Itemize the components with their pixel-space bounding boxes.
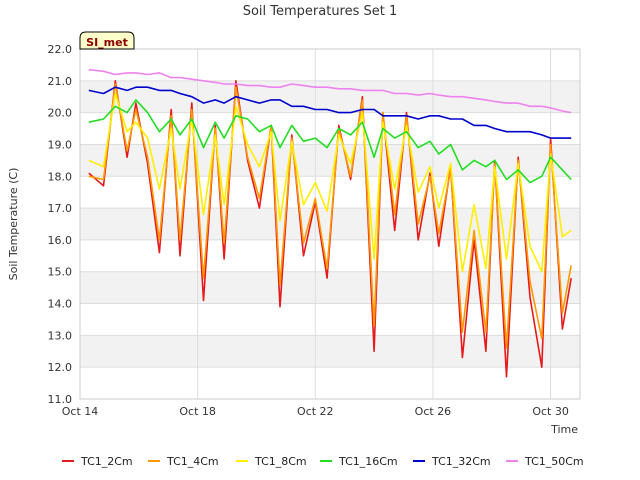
- x-axis-ticks: Oct 14 Oct 18 Oct 22 Oct 26 Oct 30: [62, 405, 569, 418]
- y-axis-ticks: 11.0 12.0 13.0 14.0 15.0 16.0 17.0 18.0 19.0 20.0…: [48, 43, 73, 406]
- y-tick-label: 21.0: [48, 75, 73, 88]
- y-axis-label: Soil Temperature (C): [7, 168, 20, 281]
- y-tick-label: 17.0: [48, 202, 73, 215]
- y-tick-label: 13.0: [48, 329, 73, 342]
- y-tick-label: 14.0: [48, 298, 73, 311]
- y-tick-label: 16.0: [48, 234, 73, 247]
- site-badge-label: SI_met: [86, 36, 128, 49]
- y-tick-label: 20.0: [48, 107, 73, 120]
- plot-frame: [79, 48, 581, 400]
- x-tick-label: Oct 30: [532, 405, 569, 418]
- x-tick-label: Oct 14: [62, 405, 99, 418]
- legend-label: TC1_4Cm: [166, 455, 219, 468]
- legend-label: TC1_32Cm: [431, 455, 491, 468]
- y-tick-label: 18.0: [48, 170, 73, 183]
- y-tick-label: 22.0: [48, 43, 73, 56]
- legend: TC1_2Cm TC1_4Cm TC1_8Cm TC1_16Cm TC1_32Cm TC1…: [62, 455, 584, 468]
- grid-band: [80, 335, 580, 368]
- series-line-tc1-50cm: [88, 68, 572, 114]
- legend-label: TC1_2Cm: [80, 455, 133, 468]
- y-tick-label: 12.0: [48, 361, 73, 374]
- x-tick-label: Oct 26: [415, 405, 452, 418]
- series-line-tc1-32cm: [88, 86, 572, 139]
- y-tick-label: 11.0: [48, 393, 73, 406]
- legend-label: TC1_16Cm: [338, 455, 398, 468]
- y-tick-label: 15.0: [48, 266, 73, 279]
- legend-label: TC1_8Cm: [254, 455, 307, 468]
- y-tick-label: 19.0: [48, 138, 73, 151]
- series-lines: [88, 68, 572, 378]
- grid-band: [80, 80, 580, 113]
- x-tick-label: Oct 18: [179, 405, 216, 418]
- chart-title: Soil Temperatures Set 1: [243, 4, 398, 19]
- site-badge: SI_met: [79, 31, 135, 50]
- x-tick-label: Oct 22: [297, 405, 334, 418]
- legend-label: TC1_50Cm: [524, 455, 584, 468]
- grid-band: [80, 271, 580, 304]
- series-line-tc1-8cm: [88, 92, 572, 273]
- series-line-tc1-16cm: [88, 99, 572, 184]
- x-axis-label: Time: [550, 423, 578, 436]
